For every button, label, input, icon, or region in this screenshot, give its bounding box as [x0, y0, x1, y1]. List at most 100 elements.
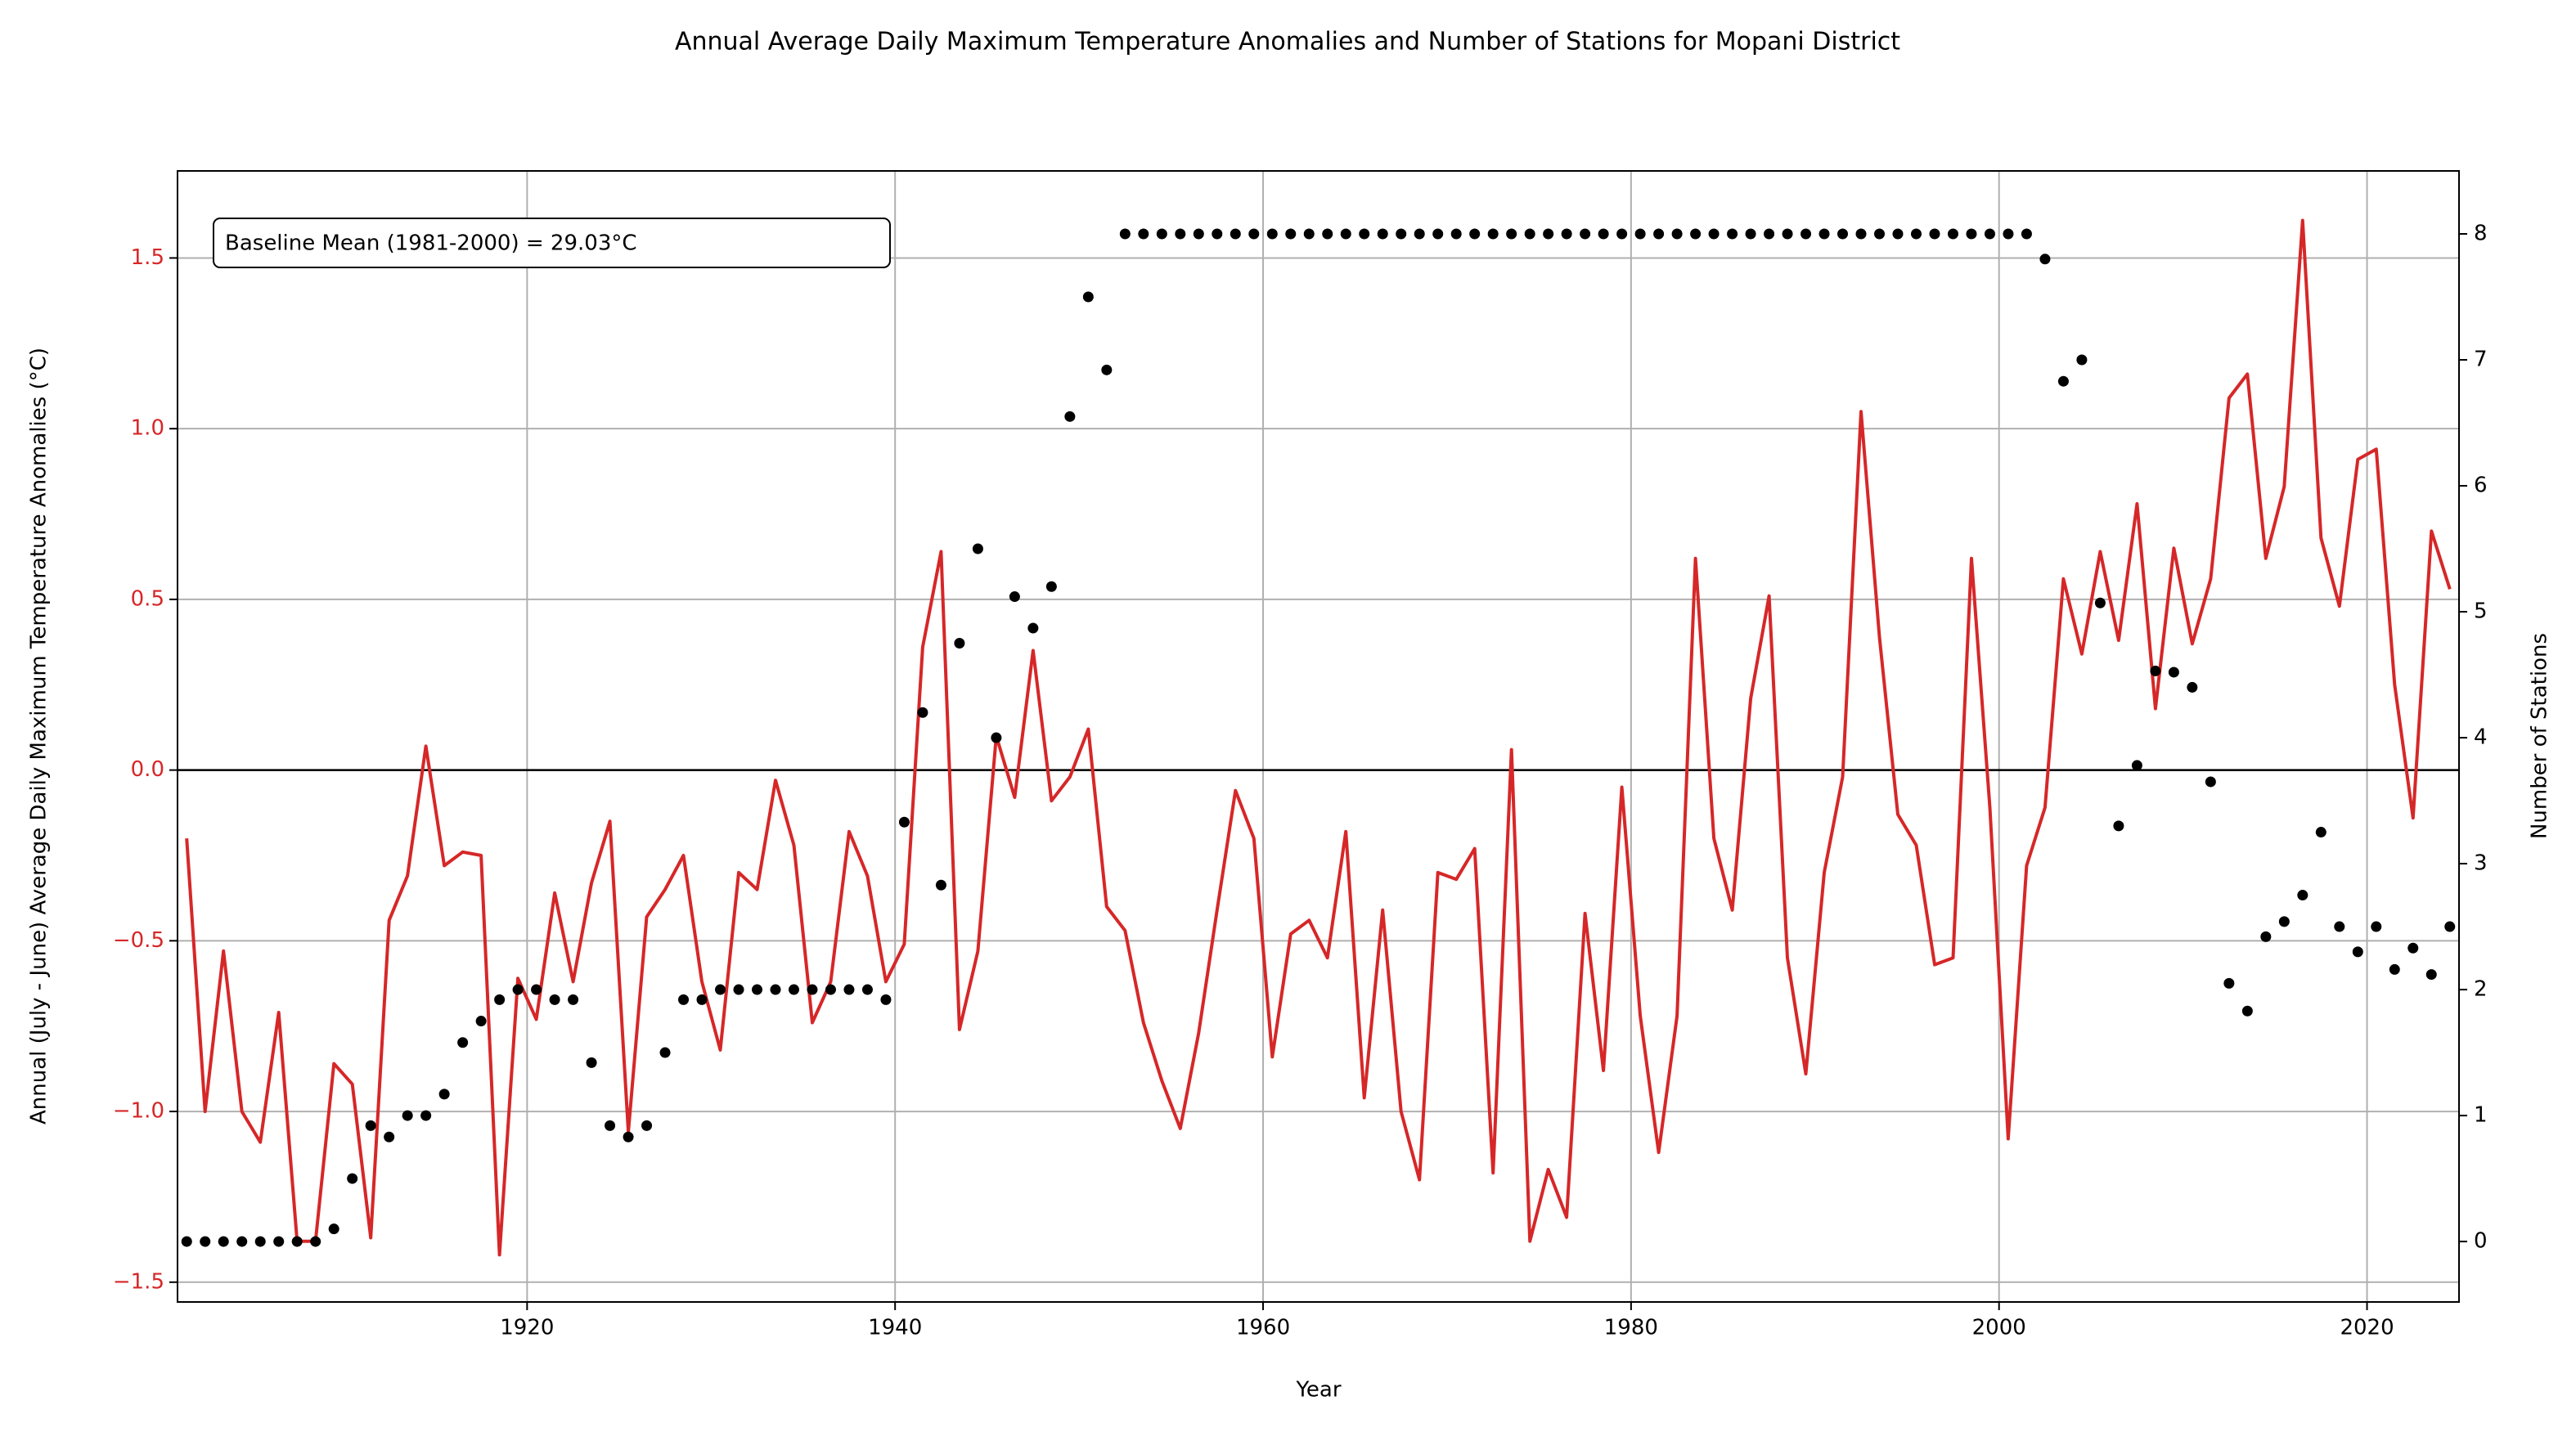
station-dot [843, 984, 855, 995]
station-dot [2315, 827, 2326, 838]
station-dot [273, 1236, 285, 1247]
station-dot [1708, 228, 1720, 240]
station-dot [1782, 228, 1793, 240]
station-dot [586, 1057, 597, 1068]
station-dot [2260, 931, 2272, 942]
station-dot [2150, 665, 2161, 676]
station-dot [1837, 228, 1849, 240]
station-dot [1801, 228, 1812, 240]
station-dot [1322, 228, 1333, 240]
annotation-box [213, 218, 891, 268]
station-dot [1874, 228, 1886, 240]
station-dot [1855, 228, 1867, 240]
x-tick-label: 2000 [1972, 1316, 2026, 1340]
station-dot [568, 994, 579, 1005]
station-dot [917, 707, 928, 718]
station-dot [2334, 921, 2345, 932]
station-dot [2352, 946, 2363, 958]
station-dot [1910, 228, 1922, 240]
station-dot [678, 994, 690, 1005]
station-dot [1984, 228, 1995, 240]
x-tick-label: 1920 [500, 1316, 554, 1340]
x-tick-label: 1980 [1604, 1316, 1658, 1340]
y-tick-label: 1.0 [131, 416, 164, 441]
station-dot [1230, 228, 1241, 240]
station-dot [1469, 228, 1481, 240]
y-tick-label: 0.5 [131, 586, 164, 611]
station-dot [457, 1037, 469, 1048]
station-dot [1580, 228, 1591, 240]
station-dot [1432, 228, 1444, 240]
station-dot [1727, 228, 1738, 240]
station-dot [1929, 228, 1940, 240]
station-dot [1892, 228, 1904, 240]
y2-tick-label: 0 [2474, 1229, 2488, 1254]
station-dot [1340, 228, 1351, 240]
station-dot [623, 1131, 634, 1142]
station-dot [972, 543, 983, 554]
station-dot [254, 1236, 266, 1247]
station-dot [1487, 228, 1499, 240]
station-dot [236, 1236, 248, 1247]
station-dot [2371, 921, 2382, 932]
y2-tick-label: 8 [2474, 222, 2488, 246]
station-dot [1947, 228, 1958, 240]
station-dot [1524, 228, 1535, 240]
station-dot [1616, 228, 1628, 240]
station-dot [494, 994, 506, 1005]
station-dot [181, 1236, 192, 1247]
station-dot [751, 984, 762, 995]
y-tick-label: 0.0 [131, 757, 164, 782]
station-dot [1634, 228, 1646, 240]
y2-axis-label: Number of Stations [2528, 633, 2552, 839]
station-dot [291, 1236, 303, 1247]
station-dot [788, 984, 799, 995]
station-dot [2003, 228, 2014, 240]
station-dot [880, 994, 892, 1005]
station-dot [1285, 228, 1297, 240]
y2-tick-label: 6 [2474, 474, 2488, 498]
station-dot [420, 1110, 432, 1121]
station-dot [1561, 228, 1572, 240]
station-dot [2407, 942, 2419, 954]
station-dot [1101, 364, 1113, 375]
y-tick-label: −0.5 [113, 928, 164, 953]
y2-tick-label: 5 [2474, 599, 2488, 624]
station-dot [402, 1110, 413, 1121]
station-dot [475, 1016, 487, 1027]
annotation: Baseline Mean (1981-2000) = 29.03°C [225, 231, 637, 256]
y-tick-label: −1.0 [113, 1099, 164, 1124]
station-dot [770, 984, 781, 995]
station-dot [2131, 760, 2142, 771]
x-tick-label: 1940 [868, 1316, 922, 1340]
station-dot [1082, 291, 1094, 303]
station-dot [384, 1131, 395, 1142]
station-dot [2076, 354, 2088, 366]
station-dot [438, 1089, 450, 1100]
y2-tick-label: 3 [2474, 851, 2488, 876]
station-dot [2444, 921, 2456, 932]
station-dot [696, 994, 708, 1005]
station-dot [347, 1173, 358, 1184]
station-dot [605, 1120, 616, 1131]
station-dot [1027, 622, 1039, 634]
station-dot [1045, 581, 1057, 592]
station-dot [715, 984, 726, 995]
station-dot [2223, 977, 2235, 989]
plot-frame [177, 170, 2460, 1303]
station-dot [1450, 228, 1462, 240]
station-dot [1598, 228, 1609, 240]
station-dot [641, 1120, 653, 1131]
x-tick-label: 2020 [2340, 1316, 2394, 1340]
station-dot [1064, 411, 1076, 422]
station-dot [733, 984, 744, 995]
station-dot [1175, 228, 1186, 240]
station-dot [2168, 667, 2179, 678]
station-dot [954, 638, 965, 649]
y2-tick-label: 1 [2474, 1103, 2488, 1128]
station-dot [1690, 228, 1702, 240]
station-dot [1543, 228, 1554, 240]
y-axis-label: Annual (July - June) Average Daily Maxim… [27, 348, 52, 1125]
station-dot [1966, 228, 1977, 240]
